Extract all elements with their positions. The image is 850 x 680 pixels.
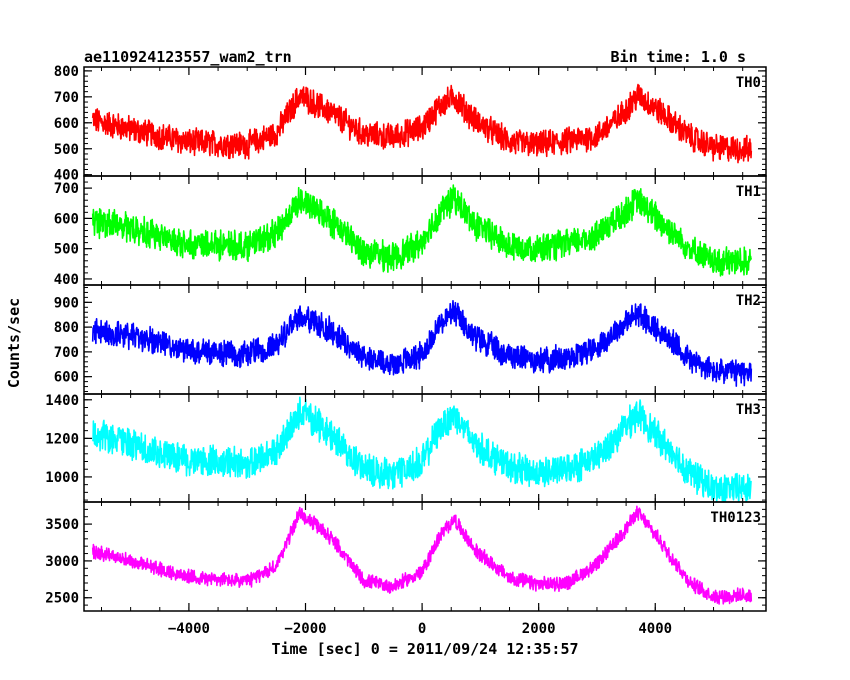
y-tick-label: 400: [54, 272, 79, 288]
series-line-th2: [91, 300, 753, 387]
x-tick-label: 4000: [638, 621, 672, 637]
y-axis-label: Counts/sec: [5, 298, 23, 388]
x-tick-label: 2000: [522, 621, 556, 637]
y-tick-label: 800: [54, 64, 79, 80]
y-tick-label: 900: [54, 295, 79, 311]
panels: 400 500 600 700 800 TH0 400 500 600 700 TH1 600 700 8…: [45, 64, 767, 637]
y-tick-label: 3500: [45, 517, 79, 533]
y-tick-label: 2500: [45, 591, 79, 607]
x-tick-label: −2000: [284, 621, 326, 637]
x-tick-label: −4000: [168, 621, 210, 637]
y-tick-label: 700: [54, 345, 79, 361]
y-tick-label: 400: [54, 168, 79, 184]
y-tick-label: 800: [54, 320, 79, 336]
x-tick-label: 0: [418, 621, 426, 637]
y-tick-label: 600: [54, 211, 79, 227]
panel-frame: [83, 501, 767, 612]
series-line-th3: [91, 396, 752, 502]
series-line-th0123: [91, 505, 753, 605]
panel-label-th1: TH1: [736, 184, 761, 200]
y-tick-label: 600: [54, 370, 79, 386]
y-tick-label: 1200: [45, 431, 79, 447]
y-tick-label: 3000: [45, 554, 79, 570]
y-tick-label: 1400: [45, 393, 79, 409]
y-tick-label: 1000: [45, 470, 79, 486]
x-axis-label: Time [sec] 0 = 2011/09/24 12:35:57: [271, 640, 578, 658]
series-line-th0: [91, 83, 753, 164]
panel-label-th0: TH0: [736, 75, 761, 91]
series-line-th1: [91, 184, 753, 277]
panel-label-th3: TH3: [736, 402, 761, 418]
chart-title: ae110924123557_wam2_trn: [84, 48, 292, 66]
bin-time-label: Bin time: 1.0 s: [611, 48, 746, 66]
y-tick-label: 600: [54, 116, 79, 132]
panel-label-th0123: TH0123: [710, 510, 761, 526]
panel-label-th2: TH2: [736, 293, 761, 309]
y-tick-label: 700: [54, 90, 79, 106]
y-tick-label: 500: [54, 242, 79, 258]
y-tick-label: 500: [54, 142, 79, 158]
y-tick-label: 700: [54, 181, 79, 197]
